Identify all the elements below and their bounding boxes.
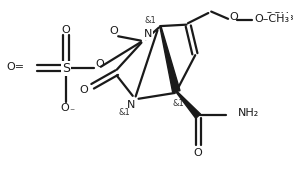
Text: O: O xyxy=(79,85,88,95)
Text: &1: &1 xyxy=(119,108,130,117)
Text: &1: &1 xyxy=(173,99,184,108)
Polygon shape xyxy=(160,26,180,92)
Polygon shape xyxy=(176,91,200,118)
Text: ⁻: ⁻ xyxy=(70,108,75,118)
Text: O–CH₃: O–CH₃ xyxy=(255,14,290,24)
Text: O: O xyxy=(194,147,203,158)
Text: O: O xyxy=(60,103,69,113)
Text: O: O xyxy=(61,25,70,35)
Text: NH₂: NH₂ xyxy=(237,108,259,118)
Text: OCH₃: OCH₃ xyxy=(264,12,294,22)
Text: &1: &1 xyxy=(144,16,156,25)
Text: O: O xyxy=(230,12,238,22)
Text: O: O xyxy=(110,26,118,36)
Text: O=: O= xyxy=(6,62,24,72)
Text: N: N xyxy=(127,100,135,110)
Text: S: S xyxy=(62,62,70,75)
Text: O: O xyxy=(95,59,104,69)
Text: N: N xyxy=(144,29,152,39)
